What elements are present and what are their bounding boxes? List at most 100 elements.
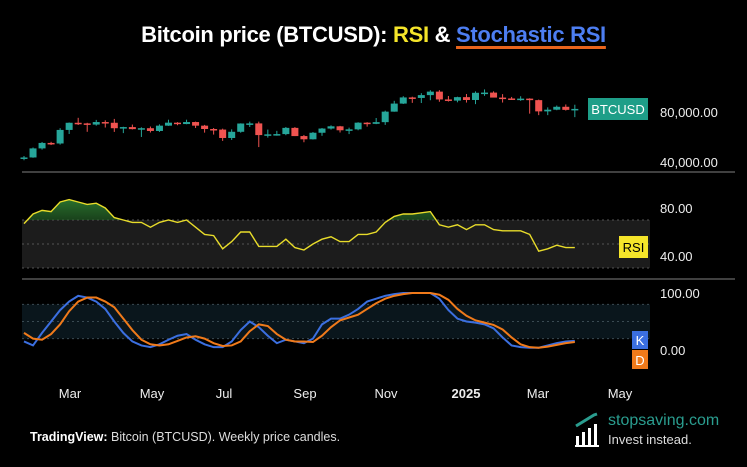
candle-body xyxy=(237,123,245,132)
candle-body xyxy=(462,97,470,100)
rsi-overbought-fill xyxy=(24,199,575,220)
rsi-axis-label: 80.00 xyxy=(660,201,693,216)
candle-body xyxy=(553,106,561,110)
candle-body xyxy=(146,128,154,131)
logo-domain: stopsaving.com xyxy=(608,412,720,429)
candle-body xyxy=(110,122,118,129)
x-axis-label: Sep xyxy=(293,386,316,401)
title-amp: & xyxy=(428,22,457,47)
stoch-d-line xyxy=(23,292,575,349)
candle-body xyxy=(291,127,299,137)
candle-body xyxy=(128,127,136,130)
candle-body xyxy=(444,99,452,101)
candle-body xyxy=(517,98,525,101)
candle-body xyxy=(255,123,263,136)
price-axis-label: 40,000.00 xyxy=(660,155,718,170)
candle-body xyxy=(183,122,191,125)
rsi-band xyxy=(22,220,650,268)
candle-body xyxy=(472,92,479,100)
stoch-axis-label: 0.00 xyxy=(660,343,685,358)
candle-body xyxy=(47,142,55,145)
candle-body xyxy=(38,142,46,149)
candle-body xyxy=(246,123,254,125)
x-axis-label: Jul xyxy=(216,386,233,401)
candle-body xyxy=(20,157,28,159)
x-axis-label: May xyxy=(140,386,165,401)
candle-body xyxy=(399,97,407,104)
candle-body xyxy=(174,122,182,125)
candle-body xyxy=(282,127,290,135)
candle-body xyxy=(435,91,443,100)
candle-body xyxy=(390,103,398,112)
candle-body xyxy=(65,122,73,130)
candle-body xyxy=(56,129,64,144)
candle-body xyxy=(164,122,172,126)
candle-body xyxy=(83,123,91,125)
candle-body xyxy=(490,92,498,98)
candle-body xyxy=(363,122,371,125)
candle-body xyxy=(201,125,209,130)
source-text: Bitcoin (BTCUSD). Weekly price candles. xyxy=(107,430,341,444)
title-stoch-link[interactable]: Stochastic RSI xyxy=(456,22,606,47)
x-axis-label: Mar xyxy=(59,386,82,401)
source-label: TradingView: xyxy=(30,430,108,444)
candle-body xyxy=(571,108,579,111)
candle-body xyxy=(101,122,109,124)
price-series-badge-label: BTCUSD xyxy=(591,102,644,117)
candle-body xyxy=(309,132,317,140)
candle-body xyxy=(155,125,163,131)
candle-body xyxy=(426,91,434,96)
rsi-axis-label: 40.00 xyxy=(660,249,693,264)
candle-body xyxy=(481,92,489,95)
x-axis-label: Mar xyxy=(527,386,550,401)
x-axis-label: 2025 xyxy=(452,386,481,401)
candle-body xyxy=(381,111,389,123)
candle-body xyxy=(219,129,227,138)
title-main: Bitcoin price (BTCUSD): xyxy=(141,22,394,47)
candle-body xyxy=(535,100,543,112)
candle-body xyxy=(345,129,353,131)
candle-body xyxy=(453,97,461,101)
stopsaving-logo[interactable]: stopsaving.com Invest instead. xyxy=(572,410,732,450)
candle-body xyxy=(318,128,326,133)
stoch-axis-label: 100.00 xyxy=(660,286,700,301)
candle-body xyxy=(327,126,335,129)
candle-body xyxy=(336,126,344,131)
candle-body xyxy=(417,95,425,98)
candle-body xyxy=(29,148,37,158)
chart-title: Bitcoin price (BTCUSD): RSI & Stochastic… xyxy=(0,22,747,48)
k-badge xyxy=(632,331,648,349)
k-badge-label: K xyxy=(636,333,645,348)
bar-chart-logo-icon xyxy=(575,412,599,447)
price-series-badge xyxy=(588,98,648,120)
title-rsi: RSI xyxy=(393,22,429,47)
candle-body xyxy=(544,109,552,112)
source-caption: TradingView: Bitcoin (BTCUSD). Weekly pr… xyxy=(30,430,340,444)
x-axis-label: May xyxy=(608,386,633,401)
candle-body xyxy=(264,134,272,136)
candle-body xyxy=(300,136,308,140)
candle-body xyxy=(408,97,416,99)
candle-body xyxy=(354,122,362,130)
candle-body xyxy=(119,127,127,129)
candle-body xyxy=(499,97,507,100)
candle-body xyxy=(562,106,570,110)
candle-body xyxy=(228,131,236,138)
x-axis-label: Nov xyxy=(374,386,398,401)
candle-body xyxy=(273,134,281,136)
rsi-badge-label: RSI xyxy=(623,240,645,255)
price-axis-label: 80,000.00 xyxy=(660,105,718,120)
candle-body xyxy=(526,98,534,101)
d-badge-label: D xyxy=(635,353,644,368)
logo-tagline: Invest instead. xyxy=(608,432,692,447)
candle-body xyxy=(210,129,218,131)
candle-body xyxy=(74,122,82,125)
candle-body xyxy=(92,122,100,125)
d-badge xyxy=(632,350,648,369)
rsi-badge xyxy=(619,236,648,258)
candle-body xyxy=(508,98,516,100)
candle-body xyxy=(192,122,200,126)
rsi-line xyxy=(23,198,575,253)
candle-body xyxy=(137,128,145,130)
candle-body xyxy=(372,122,380,124)
